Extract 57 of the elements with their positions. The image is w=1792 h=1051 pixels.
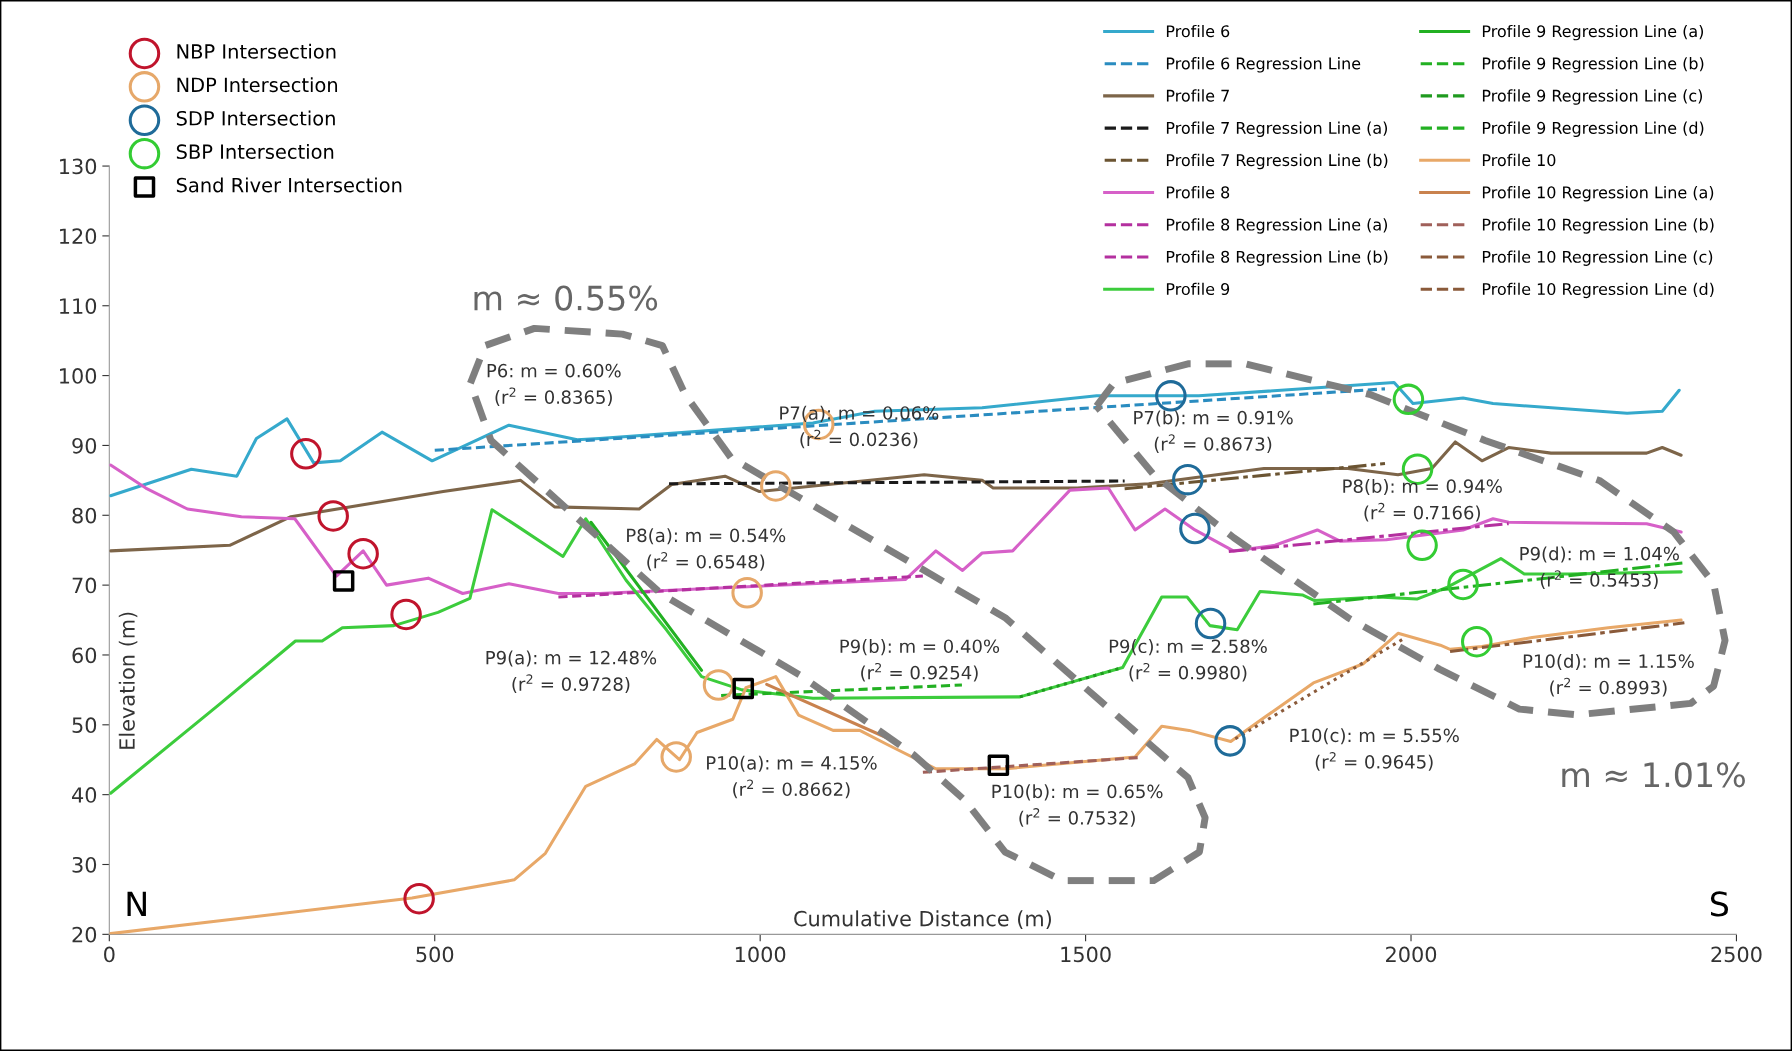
annotation: m ≈ 1.01% xyxy=(1562,762,1745,788)
legend-label: Profile 8 xyxy=(1166,186,1230,199)
y-axis-title: Elevation (m) xyxy=(118,612,138,749)
annotation: P10(c): m = 5.55% (r$^{2}$ = 0.9645) xyxy=(1290,728,1459,771)
x-axis-title: Cumulative Distance (m) xyxy=(794,910,1051,929)
annotation: S xyxy=(1710,891,1729,917)
annotation: N xyxy=(127,891,146,917)
legend-label: Profile 6 Regression Line xyxy=(1166,57,1361,73)
y-tick-label: 50 xyxy=(72,717,97,734)
y-tick-label: 70 xyxy=(72,577,97,594)
legend-label: Profile 8 Regression Line (b) xyxy=(1166,250,1388,266)
legend-label: Profile 6 xyxy=(1166,24,1230,38)
legend-label: Profile 9 Regression Line (c) xyxy=(1482,89,1703,105)
legend-label: Profile 9 xyxy=(1166,282,1230,296)
y-tick-label: 100 xyxy=(60,368,97,384)
x-tick-label: 500 xyxy=(416,946,454,963)
annotation: P10(b): m = 0.65% (r$^{2}$ = 0.7532) xyxy=(992,784,1163,827)
legend-label: SDP Intersection xyxy=(176,110,335,126)
y-tick-label: 30 xyxy=(72,856,97,873)
annotation: P8(b): m = 0.94% (r$^{2}$ = 0.7166) xyxy=(1343,479,1502,522)
legend-label: Profile 7 Regression Line (b) xyxy=(1166,153,1388,170)
legend-label: Profile 9 Regression Line (a) xyxy=(1482,24,1704,41)
legend-label: SBP Intersection xyxy=(176,143,334,160)
x-tick-label: 1000 xyxy=(735,946,786,963)
legend-label: Profile 8 Regression Line (a) xyxy=(1166,218,1388,234)
legend-label: Profile 10 Regression Line (c) xyxy=(1482,250,1713,266)
annotation: P9(b): m = 0.40% (r$^{2}$ = 0.9254) xyxy=(840,639,1000,682)
legend-label: Profile 10 Regression Line (b) xyxy=(1482,218,1714,234)
legend-label: Profile 7 Regression Line (a) xyxy=(1166,121,1388,138)
legend-label: Profile 7 xyxy=(1166,89,1229,102)
annotation: P7(b): m = 0.91% (r$^{2}$ = 0.8673) xyxy=(1134,410,1293,453)
y-tick-label: 110 xyxy=(60,298,97,314)
legend-label: Profile 10 xyxy=(1482,153,1556,167)
y-tick-label: 90 xyxy=(72,437,97,454)
y-tick-label: 80 xyxy=(72,507,97,524)
x-tick-label: 1500 xyxy=(1061,946,1111,963)
x-tick-label: 2000 xyxy=(1386,946,1437,963)
legend-label: NDP Intersection xyxy=(177,77,338,93)
legend-label: Profile 9 Regression Line (b) xyxy=(1482,57,1704,73)
x-tick-label: 2500 xyxy=(1711,946,1762,963)
legend-label: Profile 10 Regression Line (a) xyxy=(1482,186,1714,202)
y-tick-label: 120 xyxy=(60,228,97,245)
y-tick-label: 130 xyxy=(60,158,97,175)
legend-label: NBP Intersection xyxy=(177,43,336,59)
annotation: P8(a): m = 0.54% (r$^{2}$ = 0.6548) xyxy=(627,528,786,571)
annotation: P9(a): m = 12.48% (r$^{2}$ = 0.9728) xyxy=(486,650,657,694)
legend-label: Profile 9 Regression Line (d) xyxy=(1482,121,1704,138)
annotation: P6: m = 0.60% (r$^{2}$ = 0.8365) xyxy=(487,363,621,407)
annotation: m ≈ 0.55% xyxy=(474,285,658,311)
legend-label: Profile 10 Regression Line (d) xyxy=(1482,282,1714,299)
y-tick-label: 60 xyxy=(72,647,97,664)
y-tick-label: 20 xyxy=(72,926,97,943)
x-tick-label: 0 xyxy=(104,946,115,963)
annotation: P10(a): m = 4.15% (r$^{2}$ = 0.8662) xyxy=(707,755,877,799)
legend-label: Sand River Intersection xyxy=(176,177,402,193)
y-tick-label: 40 xyxy=(72,787,97,803)
annotation: P10(d): m = 1.15% (r$^{2}$ = 0.8993) xyxy=(1523,653,1694,697)
